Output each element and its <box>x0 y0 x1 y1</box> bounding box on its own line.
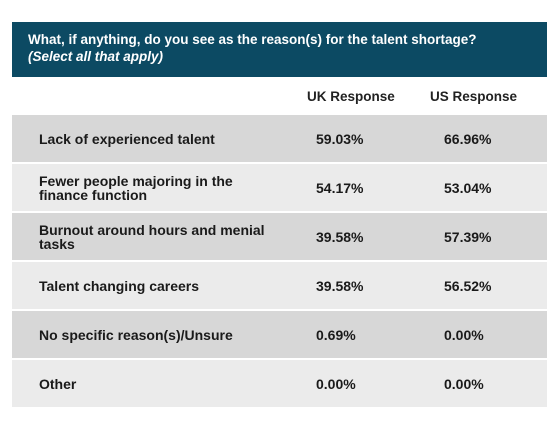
table-row: Burnout around hours and menial tasks 39… <box>12 211 547 260</box>
us-value: 56.52% <box>444 277 492 294</box>
row-label: Talent changing careers <box>39 277 200 294</box>
table-row: Fewer people majoring in the finance fun… <box>12 162 547 211</box>
us-value: 0.00% <box>444 326 484 343</box>
column-header-uk: UK Response <box>307 89 395 104</box>
column-header-us: US Response <box>430 89 518 104</box>
table-row: Other 0.00% 0.00% <box>12 358 547 407</box>
uk-value: 54.17% <box>316 179 364 196</box>
row-label: Fewer people majoring in the finance fun… <box>39 172 233 203</box>
column-headers: UK Response US Response <box>12 87 547 109</box>
table-row: Talent changing careers 39.58% 56.52% <box>12 260 547 309</box>
uk-value: 39.58% <box>316 277 364 294</box>
question-title: What, if anything, do you see as the rea… <box>28 32 477 47</box>
table-body: Lack of experienced talent 59.03% 66.96%… <box>12 113 547 407</box>
us-value: 57.39% <box>444 228 492 245</box>
table-row: No specific reason(s)/Unsure 0.69% 0.00% <box>12 309 547 358</box>
us-value: 53.04% <box>444 179 492 196</box>
us-value: 0.00% <box>444 375 484 392</box>
table-row: Lack of experienced talent 59.03% 66.96% <box>12 113 547 162</box>
uk-value: 0.00% <box>316 375 356 392</box>
row-label: Other <box>39 375 77 392</box>
us-value: 66.96% <box>444 130 492 147</box>
row-label: Burnout around hours and menial tasks <box>39 221 265 252</box>
uk-value: 39.58% <box>316 228 364 245</box>
question-banner: What, if anything, do you see as the rea… <box>12 22 547 77</box>
row-label: Lack of experienced talent <box>39 130 215 147</box>
question-subtitle: (Select all that apply) <box>28 49 164 64</box>
uk-value: 59.03% <box>316 130 364 147</box>
uk-value: 0.69% <box>316 326 356 343</box>
row-label: No specific reason(s)/Unsure <box>39 326 233 343</box>
